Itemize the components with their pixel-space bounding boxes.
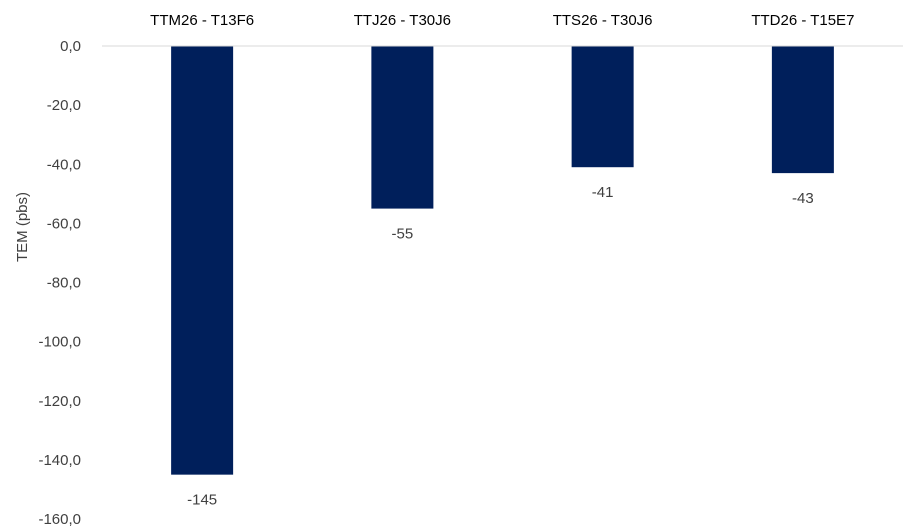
bar	[371, 46, 434, 209]
y-axis-title: TEM (pbs)	[14, 192, 31, 262]
data-label: -43	[792, 190, 814, 207]
bar	[171, 46, 234, 475]
data-label: -41	[592, 184, 614, 201]
category-label: TTD26 - T15E7	[751, 12, 854, 29]
category-label: TTS26 - T30J6	[553, 12, 653, 29]
bar	[771, 46, 834, 174]
y-tick-label: -40,0	[47, 156, 81, 173]
y-tick-label: -60,0	[47, 215, 81, 232]
bars	[171, 46, 834, 475]
data-labels: -145 -55 -41 -43	[187, 184, 814, 508]
category-label: TTM26 - T13F6	[150, 12, 254, 29]
data-label: -55	[392, 226, 414, 243]
category-label: TTJ26 - T30J6	[354, 12, 451, 29]
y-tick-label: 0,0	[60, 38, 81, 55]
y-tick-label: -120,0	[38, 393, 81, 410]
y-tick-label: -140,0	[38, 452, 81, 469]
y-tick-label: -80,0	[47, 275, 81, 292]
data-label: -145	[187, 492, 217, 509]
y-tick-label: -100,0	[38, 334, 81, 351]
y-axis-ticks: 0,0 -20,0 -40,0 -60,0 -80,0 -100,0 -120,0 -140,…	[38, 38, 81, 527]
bar	[571, 46, 634, 168]
y-tick-label: -160,0	[38, 511, 81, 527]
y-tick-label: -20,0	[47, 97, 81, 114]
category-labels: TTM26 - T13F6 TTJ26 - T30J6 TTS26 - T30J6 T…	[150, 12, 854, 29]
